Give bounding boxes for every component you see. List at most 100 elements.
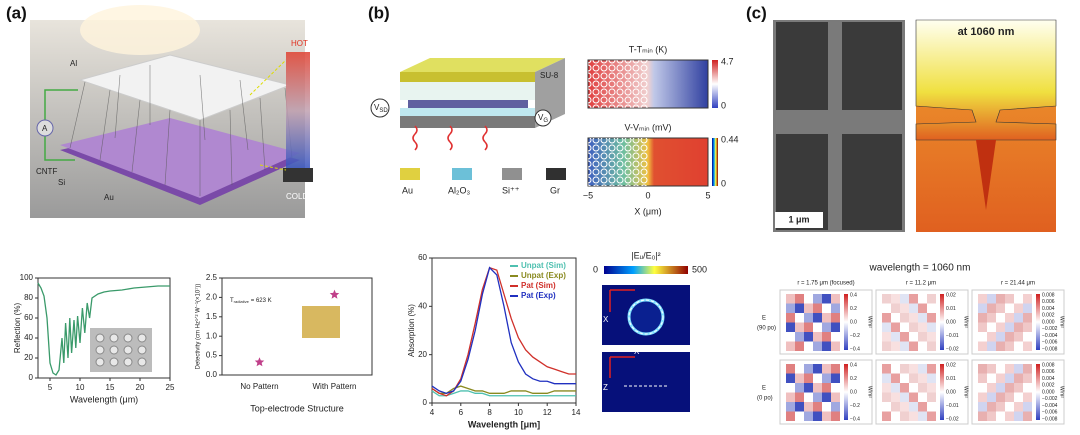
heat-pixel [786, 303, 795, 313]
heat-pixel [786, 364, 795, 374]
heat-pixel [987, 383, 996, 393]
legend-label: Au [402, 185, 413, 195]
colorbar-tick: 4.7 [721, 56, 734, 66]
heat-pixel [891, 383, 900, 393]
heat-pixel [918, 373, 927, 383]
heat-pixel [882, 364, 891, 374]
x-tick-label: 20 [136, 383, 145, 392]
heat-pixel [1005, 303, 1014, 313]
x-tick-label: 6 [459, 408, 464, 417]
heat-pixel [900, 383, 909, 393]
label: SU-8 [540, 71, 559, 80]
heat-pixel [900, 294, 909, 304]
colorbar-unit: W/m² [1059, 316, 1065, 328]
colorbar-unit: W/m² [867, 386, 873, 398]
heat-pixel [927, 294, 936, 304]
colorbar-tick: 0.02 [946, 292, 956, 298]
x-tick-label: 14 [572, 408, 581, 417]
heat-pixel [822, 383, 831, 393]
colorbar-tick: 0.0 [850, 319, 857, 325]
colorbar-tick: 0.006 [1042, 369, 1055, 375]
column-title: r = 11.2 μm [906, 281, 936, 287]
x-tick-label: 4 [430, 408, 435, 417]
heat-pixel [987, 402, 996, 412]
heat-pixel [1023, 392, 1032, 402]
heat-pixel [978, 332, 987, 342]
heat-pixel [1014, 322, 1023, 332]
colorbar-tick: 0.44 [721, 134, 739, 144]
inset-hole [95, 345, 105, 355]
heat-pixel [795, 411, 804, 421]
x-tick-label: 8 [487, 408, 492, 417]
colorbar-tick: −0.2 [850, 403, 860, 409]
series-line [431, 390, 576, 397]
legend-label: Pat (Sim) [521, 281, 556, 290]
plot-frame [221, 277, 373, 376]
legend-label: Al₂O₃ [448, 185, 470, 195]
heat-pixel [996, 294, 1005, 304]
column-title: r = 1.75 μm (focused) [797, 281, 854, 287]
colorbar [1036, 364, 1040, 420]
colorbar-tick: −0.01 [946, 333, 959, 339]
heat-pixel [1005, 411, 1014, 421]
heat-pixel [918, 392, 927, 402]
heat-pixel [804, 294, 813, 304]
scale-bar: 1 μm [788, 214, 809, 224]
device-schematic: SU-8 VSD VG Au Al₂O₃ Si⁺⁺ Gr [370, 58, 566, 195]
y-tick-label: 0 [29, 373, 34, 382]
heat-pixel [1005, 294, 1014, 304]
heat-pixel [891, 322, 900, 332]
heat-pixel [1005, 373, 1014, 383]
heat-pixel [1023, 332, 1032, 342]
heat-pixel [909, 373, 918, 383]
heat-pixel [804, 411, 813, 421]
y-tick-label: 60 [24, 313, 33, 322]
heat-pixel [918, 332, 927, 342]
heat-pixel [891, 303, 900, 313]
colorbar-unit: W/m² [867, 316, 873, 328]
heat-pixel [918, 383, 927, 393]
heat-pixel [1014, 294, 1023, 304]
heat-pixel [1014, 313, 1023, 323]
heat-pixel [822, 303, 831, 313]
heat-pixel [795, 341, 804, 351]
colorbar-tick: 0.000 [1042, 319, 1055, 325]
x-tick-label: 25 [166, 383, 175, 392]
heat-pixel [927, 373, 936, 383]
heat-pixel [891, 402, 900, 412]
heat-pixel [804, 383, 813, 393]
heat-pixel [882, 341, 891, 351]
colorbar-tick: 500 [692, 264, 707, 274]
heat-pixel [927, 313, 936, 323]
heat-pixel [927, 364, 936, 374]
heat-pixel [831, 411, 840, 421]
heat-pixel [795, 303, 804, 313]
heat-pixel [900, 392, 909, 402]
row-label: (0 po) [757, 396, 773, 402]
heat-pixel [987, 313, 996, 323]
heat-pixel [822, 294, 831, 304]
heat-pixel [900, 313, 909, 323]
heat-pixel [795, 402, 804, 412]
heat-pixel [978, 303, 987, 313]
heat-pixel [987, 303, 996, 313]
colorbar-tick: 0.2 [850, 306, 857, 312]
heat-pixel [822, 322, 831, 332]
colorbar-tick: −0.002 [1042, 396, 1058, 402]
heat-pixel [996, 383, 1005, 393]
x-tick-label: 10 [514, 408, 523, 417]
heat-pixel [996, 364, 1005, 374]
heat-pixel [1005, 383, 1014, 393]
heat-pixel [813, 303, 822, 313]
legend-label: Pat (Exp) [521, 291, 556, 300]
heat-pixel [804, 313, 813, 323]
heat-pixel [927, 303, 936, 313]
heat-pixel [1014, 332, 1023, 342]
heat-pixel [996, 313, 1005, 323]
map-title: T-Tₘᵢₙ (K) [629, 44, 668, 54]
heat-pixel [978, 322, 987, 332]
heat-pixel [900, 332, 909, 342]
heat-pixel [900, 373, 909, 383]
colorbar-tick: 0.01 [946, 306, 956, 312]
y-axis-label: Detectivity (cm Hz¹ᐟ² W⁻¹(×10⁷)) [195, 284, 202, 370]
